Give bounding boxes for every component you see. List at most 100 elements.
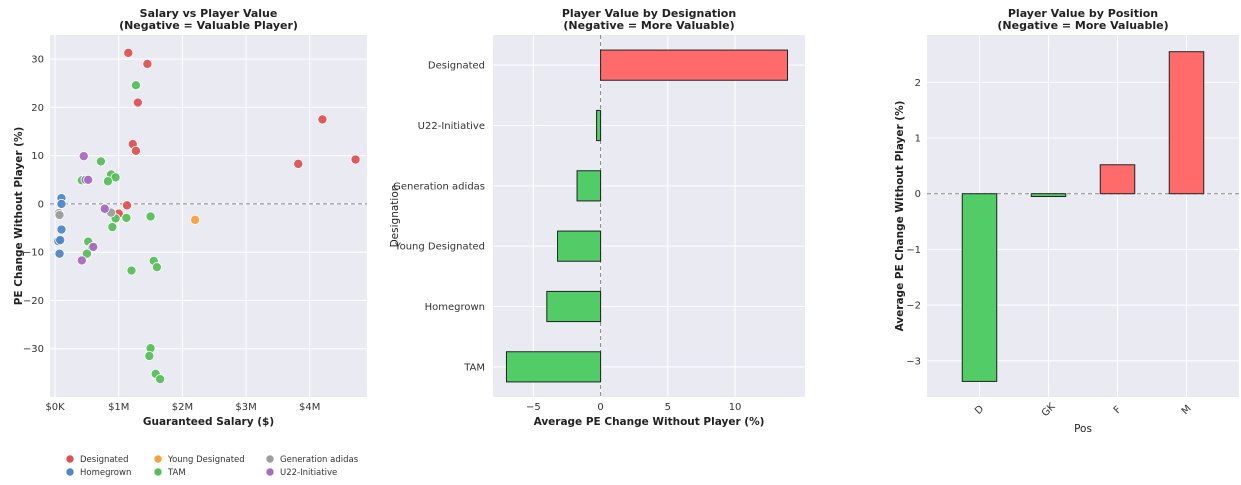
scatter-point (76, 255, 87, 266)
y-tick-label: −2 (906, 301, 921, 312)
bar (961, 193, 998, 382)
legend-marker (265, 454, 275, 464)
scatter-point (95, 156, 106, 167)
scatter-point (317, 114, 328, 125)
scatter-point (54, 248, 65, 259)
bar (600, 49, 789, 81)
bar (576, 170, 602, 202)
x-axis-label: Guaranteed Salary ($) (143, 416, 274, 428)
x-tick-label: F (1112, 404, 1124, 416)
scatter-point (132, 97, 143, 108)
x-axis-label: Pos (1074, 423, 1092, 435)
scatter-point (190, 214, 201, 225)
y-tick-label: −20 (23, 296, 44, 307)
y-tick-label: Generation adidas (393, 181, 485, 192)
y-tick-label: 30 (31, 55, 44, 66)
bar (1030, 193, 1067, 198)
scatter-point (56, 224, 67, 235)
chart-title: Salary vs Player Value (140, 7, 278, 20)
scatter-point (107, 222, 118, 233)
bar (546, 290, 602, 323)
scatter-point (145, 211, 156, 222)
chart-subtitle: (Negative = More Valuable) (563, 19, 734, 32)
x-tick-label: $0K (45, 402, 65, 413)
y-axis-label: PE Change Without Player (%) (13, 127, 25, 306)
y-tick-label: −30 (23, 344, 44, 355)
y-tick-label: 0 (38, 199, 44, 210)
x-tick-label: $3M (235, 402, 256, 413)
bar (1168, 51, 1205, 195)
legend-marker (153, 467, 163, 477)
scatter-point (126, 265, 137, 276)
scatter-point (151, 262, 162, 273)
scatter-point (293, 158, 304, 169)
bar (505, 351, 602, 383)
y-tick-label: 10 (31, 151, 44, 162)
x-tick-label: 0 (597, 402, 603, 413)
y-axis-label: Average PE Change Without Player (%) (894, 101, 906, 332)
chart-title: Player Value by Position (1008, 7, 1158, 20)
legend-marker (65, 454, 75, 464)
scatter-point (88, 241, 99, 252)
legend-marker (153, 454, 163, 464)
scatter-point (54, 210, 65, 221)
scatter-point (56, 198, 67, 209)
scatter-point (144, 350, 155, 361)
y-tick-label: −10 (23, 248, 44, 259)
scatter-point (55, 235, 66, 246)
legend-label: TAM (167, 468, 186, 478)
scatter-point (142, 58, 153, 69)
y-tick-label: Designated (428, 61, 485, 72)
x-tick-label: GK (1040, 401, 1058, 419)
legend-label: Young Designated (167, 455, 245, 465)
y-tick-label: 2 (915, 78, 921, 89)
y-tick-label: TAM (463, 362, 485, 373)
y-tick-label: −3 (906, 356, 921, 367)
y-tick-label: Homegrown (425, 302, 485, 313)
legend-label: U22-Initiative (280, 468, 337, 478)
scatter-point (99, 203, 110, 214)
y-tick-label: 20 (31, 103, 44, 114)
y-tick-label: Young Designated (394, 242, 485, 253)
y-tick-label: 1 (915, 134, 921, 145)
plot-area-salary (50, 35, 367, 397)
scatter-point (122, 200, 133, 211)
chart-title: Player Value by Designation (562, 7, 736, 20)
scatter-point (81, 248, 92, 259)
bar (557, 230, 602, 262)
x-tick-label: $1M (108, 402, 129, 413)
chart-subtitle: (Negative = Valuable Player) (119, 19, 298, 32)
scatter-point (83, 174, 94, 185)
scatter-point (130, 145, 141, 156)
y-axis-label: Designation (389, 185, 401, 248)
x-tick-label: $4M (299, 402, 320, 413)
x-axis-label: Average PE Change Without Player (%) (534, 416, 765, 428)
scatter-point (123, 47, 134, 58)
scatter-point (130, 80, 141, 91)
x-tick-label: D (973, 403, 986, 416)
chart-subtitle: (Negative = More Valuable) (997, 19, 1168, 32)
x-tick-label: −5 (526, 402, 541, 413)
scatter-point (121, 212, 132, 223)
bar (596, 109, 602, 142)
x-tick-label: M (1180, 403, 1194, 417)
bar (1099, 164, 1136, 195)
scatter-point (155, 374, 166, 385)
scatter-point (78, 151, 89, 162)
legend-label: Homegrown (80, 468, 131, 478)
y-tick-label: −1 (906, 245, 921, 256)
legend-marker (265, 467, 275, 477)
legend-label: Generation adidas (280, 455, 359, 465)
y-tick-label: U22-Initiative (418, 121, 485, 132)
scatter-point (102, 176, 113, 187)
x-tick-label: 10 (729, 402, 742, 413)
x-tick-label: $2M (172, 402, 193, 413)
y-tick-label: 0 (915, 189, 921, 200)
plot-area-designation (493, 35, 805, 397)
x-tick-label: 5 (665, 402, 671, 413)
legend-label: Designated (80, 455, 129, 465)
legend-marker (65, 467, 75, 477)
scatter-point (350, 154, 361, 165)
